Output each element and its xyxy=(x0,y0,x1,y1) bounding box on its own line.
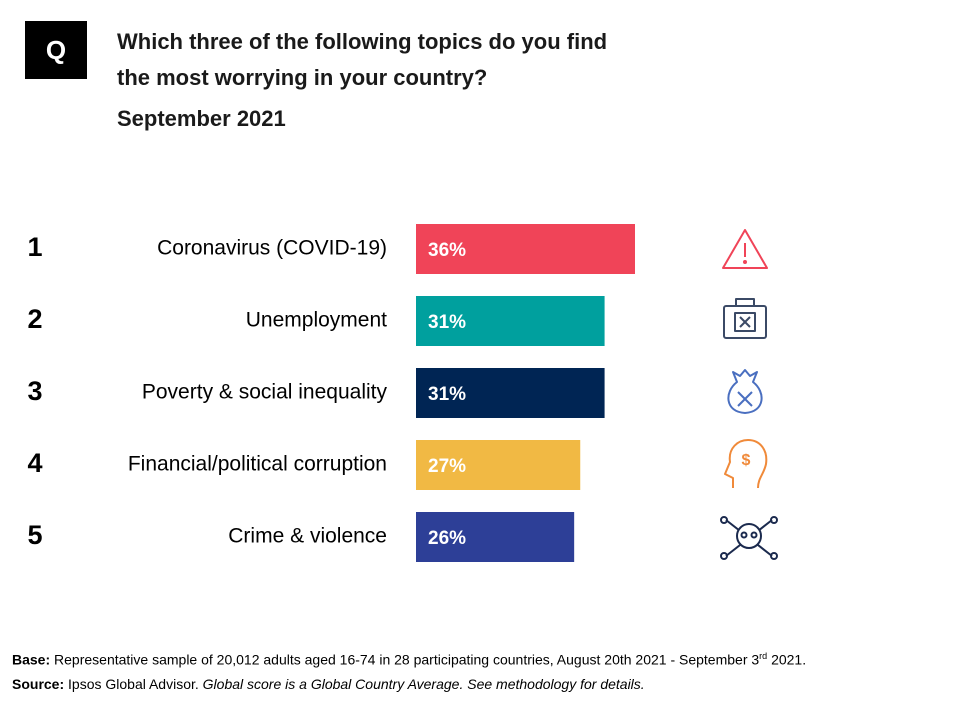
chart-subtitle: September 2021 xyxy=(117,106,286,131)
category-label: Crime & violence xyxy=(228,525,387,548)
source-text: Ipsos Global Advisor. xyxy=(68,676,199,692)
bar xyxy=(416,512,575,562)
warning-icon xyxy=(722,229,768,269)
value-label: 31% xyxy=(428,312,466,333)
base-text: Representative sample of 20,012 adults a… xyxy=(54,651,760,668)
category-label: Financial/political corruption xyxy=(128,453,387,476)
base-end: 2021. xyxy=(767,651,807,668)
source-note: Global score is a Global Country Average… xyxy=(202,676,645,692)
rank: 5 xyxy=(27,520,42,550)
value-label: 27% xyxy=(428,456,466,477)
category-label: Coronavirus (COVID-19) xyxy=(157,237,387,260)
briefcase-icon xyxy=(723,298,767,339)
bar xyxy=(416,440,581,490)
money-bag-icon xyxy=(727,369,763,414)
icons: $ xyxy=(720,229,778,560)
head-icon: $ xyxy=(724,439,768,489)
value-label: 31% xyxy=(428,384,466,405)
question-badge: Q xyxy=(25,21,87,79)
rank: 3 xyxy=(27,376,42,406)
dollar-sign: $ xyxy=(742,452,751,469)
rank: 1 xyxy=(27,232,42,262)
category-label: Unemployment xyxy=(246,309,387,332)
chart-title: Which three of the following topics do y… xyxy=(117,29,608,90)
chart: $ 1 Coronavirus (COVID-19) 36% 2 Unemploymen… xyxy=(27,224,778,562)
rank: 4 xyxy=(27,448,42,478)
value-label: 26% xyxy=(428,528,466,549)
base-sup: rd xyxy=(759,651,768,661)
base-label: Base: xyxy=(12,651,51,668)
footer-base: Base: Representative sample of 20,012 ad… xyxy=(12,651,806,668)
bar xyxy=(416,368,605,418)
skull-icon xyxy=(720,516,778,560)
bar xyxy=(416,296,605,346)
rank: 2 xyxy=(27,304,42,334)
footer-source: Source: Ipsos Global Advisor. Global sco… xyxy=(12,676,645,692)
category-label: Poverty & social inequality xyxy=(142,381,388,404)
source-label: Source: xyxy=(12,676,65,692)
bar xyxy=(416,224,635,274)
value-label: 36% xyxy=(428,240,466,261)
